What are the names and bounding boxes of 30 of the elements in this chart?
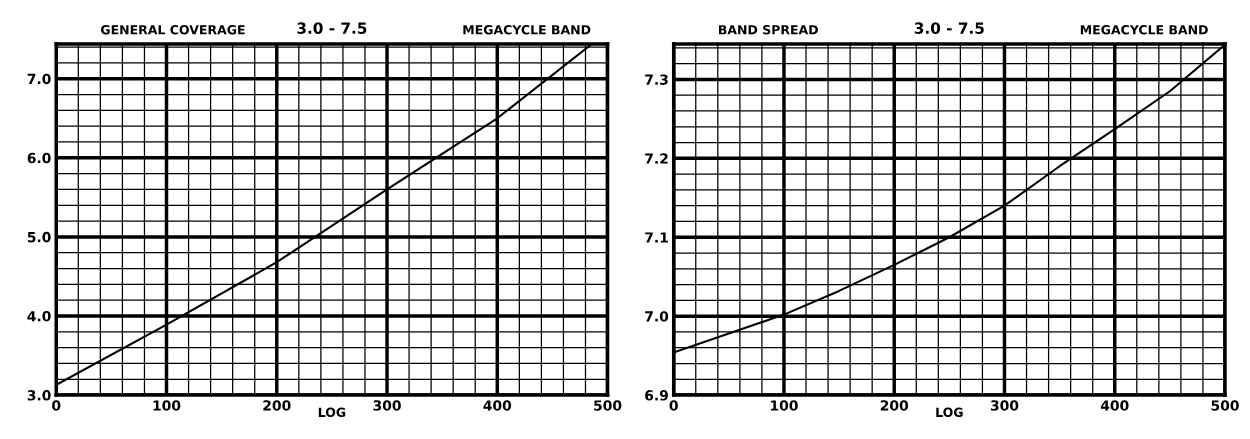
y-tick-label: 4.0 [27,310,51,322]
chart-title: GENERAL COVERAGE [100,25,245,35]
text: MEGACYCLE BAND [1080,25,1208,35]
chart-subtitle: 3.0 - 7.5 [297,22,367,34]
y-tick-label: 7.1 [645,232,668,243]
y-tick-label: 7.0 [27,73,51,85]
x-tick-label: 400 [1100,400,1129,411]
chart-title: BAND SPREAD [718,25,818,35]
y-tick-label: 5.0 [27,231,51,243]
y-tick-label: 3.0 [27,390,51,401]
x-tick-label: 0 [669,400,678,411]
x-tick-label: 0 [52,400,61,411]
y-tick-label: 7.0 [645,311,669,322]
text: MEGACYCLE BAND [463,25,591,35]
y-tick-label: 7.2 [645,153,668,164]
y-tick-label: 6.9 [645,390,668,401]
x-tick-label: 100 [153,400,181,411]
x-tick-label: 200 [263,400,291,411]
x-tick-label: 300 [990,400,1019,411]
y-tick-label: 6.0 [27,152,51,164]
x-tick-label: 100 [771,400,798,411]
x-tick-label: 500 [594,400,622,411]
x-tick-label: 500 [1211,400,1239,411]
x-axis-title: LOG [318,407,346,418]
y-tick-label: 7.3 [645,74,668,85]
x-tick-label: 300 [373,400,401,411]
x-tick-label: 200 [880,400,909,411]
x-axis-title: LOG [936,407,963,418]
chart-subtitle: 3.0 - 7.5 [914,22,984,34]
x-tick-label: 400 [483,400,512,411]
